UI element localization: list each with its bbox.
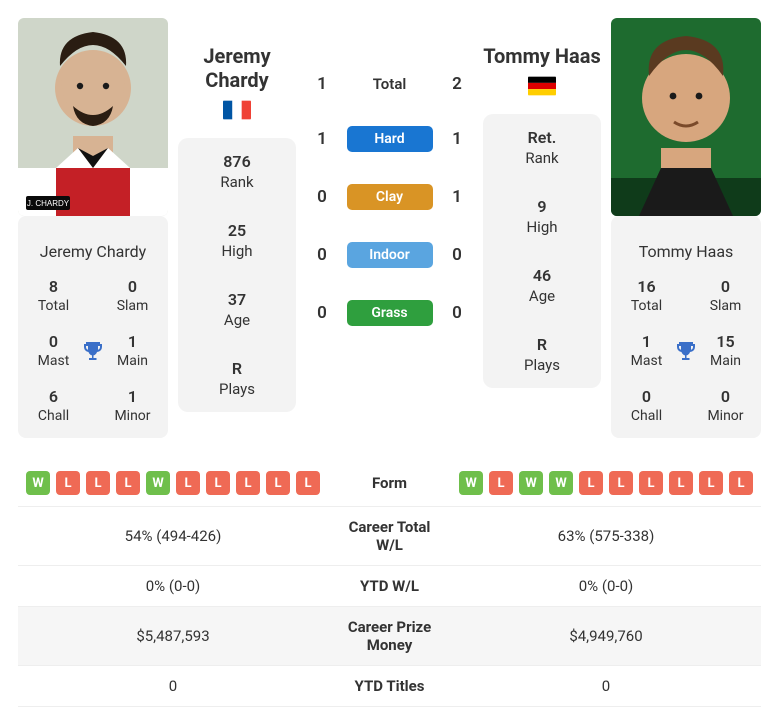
player-left-rank-card: 876Rank 25High 37Age RPlays bbox=[178, 138, 296, 412]
stat-right: 63% (575-338) bbox=[451, 507, 761, 566]
titles-main: 15 Main bbox=[698, 332, 753, 369]
h2h-grass-right: 0 bbox=[445, 303, 469, 323]
stats-row: 54% (494-426)Career Total W/L63% (575-33… bbox=[18, 507, 761, 566]
stat-right: 0 bbox=[451, 666, 761, 707]
titles-slam: 0 Slam bbox=[698, 277, 753, 314]
player-right-name[interactable]: Tommy Haas bbox=[483, 44, 600, 68]
stat-left: 54% (494-426) bbox=[18, 507, 328, 566]
loss-badge[interactable]: L bbox=[86, 471, 110, 495]
loss-badge[interactable]: L bbox=[699, 471, 723, 495]
h2h-indoor-left: 0 bbox=[310, 245, 334, 265]
win-badge[interactable]: W bbox=[519, 471, 543, 495]
titles-chall: 0 Chall bbox=[619, 387, 674, 424]
germany-flag-icon bbox=[528, 76, 556, 96]
player-right-name-under-photo[interactable]: Tommy Haas bbox=[639, 242, 734, 261]
stats-row: 0% (0-0)YTD W/L0% (0-0) bbox=[18, 566, 761, 607]
loss-badge[interactable]: L bbox=[266, 471, 290, 495]
loss-badge[interactable]: L bbox=[236, 471, 260, 495]
h2h-clay-right: 1 bbox=[445, 187, 469, 207]
loss-badge[interactable]: L bbox=[489, 471, 513, 495]
stat-label: YTD Titles bbox=[328, 666, 451, 707]
stat-label: YTD W/L bbox=[328, 566, 451, 607]
player-left-photo: J. CHARDY bbox=[18, 18, 168, 216]
stat-right: 0% (0-0) bbox=[451, 566, 761, 607]
loss-badge[interactable]: L bbox=[116, 471, 140, 495]
loss-badge[interactable]: L bbox=[609, 471, 633, 495]
player-right-photo bbox=[611, 18, 761, 216]
france-flag-icon bbox=[223, 100, 251, 120]
player-right-rank-card: Ret.Rank 9High 46Age RPlays bbox=[483, 114, 601, 388]
titles-slam: 0 Slam bbox=[105, 277, 160, 314]
stat-left: 0 bbox=[18, 666, 328, 707]
loss-badge[interactable]: L bbox=[729, 471, 753, 495]
loss-badge[interactable]: L bbox=[206, 471, 230, 495]
form-row: WLLLWLLLLL Form WLWWLLLLLL bbox=[18, 460, 761, 507]
loss-badge[interactable]: L bbox=[176, 471, 200, 495]
plays: RPlays bbox=[178, 359, 296, 398]
titles-mast: 1 Mast bbox=[619, 332, 674, 369]
surface-hard-pill[interactable]: Hard bbox=[347, 126, 433, 152]
form-left: WLLLWLLLLL bbox=[26, 471, 320, 495]
win-badge[interactable]: W bbox=[549, 471, 573, 495]
head-to-head: 1 Total 2 1 Hard 1 0 Clay 1 0 Indoor 0 0 Grass 0 bbox=[306, 18, 473, 358]
player-left-name[interactable]: JeremyChardy bbox=[203, 44, 270, 92]
win-badge[interactable]: W bbox=[459, 471, 483, 495]
loss-badge[interactable]: L bbox=[296, 471, 320, 495]
titles-minor: 1 Minor bbox=[105, 387, 160, 424]
titles-chall: 6 Chall bbox=[26, 387, 81, 424]
h2h-clay-row: 0 Clay 1 bbox=[310, 184, 469, 210]
stats-row: 0YTD Titles0 bbox=[18, 666, 761, 707]
age: 46Age bbox=[483, 266, 601, 305]
win-badge[interactable]: W bbox=[146, 471, 170, 495]
h2h-grass-row: 0 Grass 0 bbox=[310, 300, 469, 326]
h2h-hard-right: 1 bbox=[445, 129, 469, 149]
h2h-hard-row: 1 Hard 1 bbox=[310, 126, 469, 152]
stat-label: Career Total W/L bbox=[328, 507, 451, 566]
titles-total: 8 Total bbox=[26, 277, 81, 314]
h2h-indoor-right: 0 bbox=[445, 245, 469, 265]
player-left-name-under-photo[interactable]: Jeremy Chardy bbox=[40, 242, 146, 261]
h2h-clay-left: 0 bbox=[310, 187, 334, 207]
loss-badge[interactable]: L bbox=[639, 471, 663, 495]
comparison-table: WLLLWLLLLL Form WLWWLLLLLL 54% (494-426)… bbox=[18, 460, 761, 707]
titles-minor: 0 Minor bbox=[698, 387, 753, 424]
surface-clay-pill[interactable]: Clay bbox=[347, 184, 433, 210]
form-label: Form bbox=[328, 460, 451, 507]
titles-main: 1 Main bbox=[105, 332, 160, 369]
high: 9High bbox=[483, 197, 601, 236]
h2h-total-right: 2 bbox=[445, 74, 469, 94]
loss-badge[interactable]: L bbox=[579, 471, 603, 495]
stat-right: $4,949,760 bbox=[451, 607, 761, 666]
stat-label: Career Prize Money bbox=[328, 607, 451, 666]
player-left-titles-card: Jeremy Chardy 8 Total 0 Slam 0 Mast bbox=[18, 216, 168, 438]
form-right: WLWWLLLLLL bbox=[459, 471, 753, 495]
surface-indoor-pill[interactable]: Indoor bbox=[347, 242, 433, 268]
svg-text:J. CHARDY: J. CHARDY bbox=[27, 199, 70, 208]
player-right-titles-card: Tommy Haas 16 Total 0 Slam 1 Mast bbox=[611, 216, 761, 438]
stat-left: 0% (0-0) bbox=[18, 566, 328, 607]
high: 25High bbox=[178, 221, 296, 260]
loss-badge[interactable]: L bbox=[669, 471, 693, 495]
h2h-hard-left: 1 bbox=[310, 129, 334, 149]
surface-grass-pill[interactable]: Grass bbox=[347, 300, 433, 326]
h2h-total-label: Total bbox=[334, 75, 445, 93]
stat-left: $5,487,593 bbox=[18, 607, 328, 666]
win-badge[interactable]: W bbox=[26, 471, 50, 495]
trophy-icon bbox=[674, 339, 698, 363]
titles-total: 16 Total bbox=[619, 277, 674, 314]
titles-mast: 0 Mast bbox=[26, 332, 81, 369]
rank: 876Rank bbox=[178, 152, 296, 191]
stats-row: $5,487,593Career Prize Money$4,949,760 bbox=[18, 607, 761, 666]
h2h-grass-left: 0 bbox=[310, 303, 334, 323]
loss-badge[interactable]: L bbox=[56, 471, 80, 495]
h2h-indoor-row: 0 Indoor 0 bbox=[310, 242, 469, 268]
trophy-icon bbox=[81, 339, 105, 363]
age: 37Age bbox=[178, 290, 296, 329]
plays: RPlays bbox=[483, 335, 601, 374]
h2h-total-left: 1 bbox=[310, 74, 334, 94]
rank: Ret.Rank bbox=[483, 128, 601, 167]
